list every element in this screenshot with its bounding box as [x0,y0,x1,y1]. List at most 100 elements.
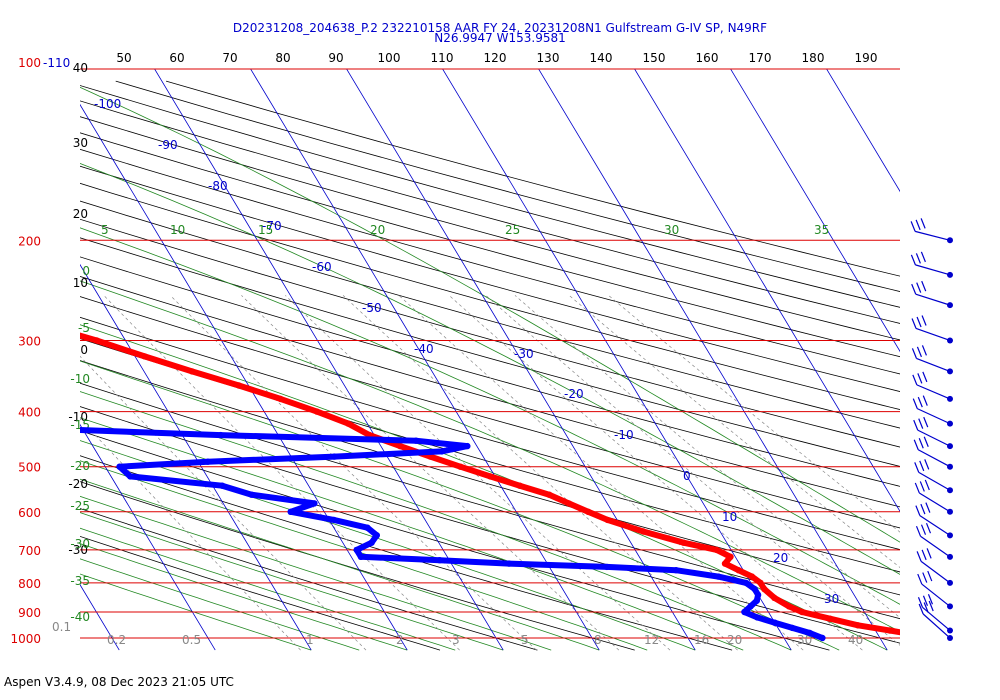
isotherm-line [346,69,696,651]
wind-barb-feather [918,418,924,429]
temperature-profile-point [761,585,768,593]
mixing-ratio-line [342,295,738,651]
wind-barb-feather [925,502,931,513]
wind-barb-feather [923,436,929,447]
wind-barb-shaft [921,583,951,607]
wind-barb-shaft [915,264,951,276]
mixing-ratio-line [448,295,863,651]
temperature-profile-point [886,627,894,634]
mixing-ratio-label: 0.1 [52,620,71,634]
dry-adiabat-line [80,296,900,529]
isobar-label: 800 [18,577,41,591]
top-axis-label: 120 [484,51,507,65]
temperature-profile-point [748,573,756,580]
isotherm-label: -80 [208,179,228,193]
mixing-ratio-label: 5 [521,633,529,647]
dry-adiabat-line [80,237,900,467]
wind-barb-feather [917,597,924,608]
wind-barb-feather [927,594,934,605]
wind-barb-feather [918,438,924,449]
dewpoint-profile-point [771,619,778,626]
dewpoint-profile-point [672,567,680,574]
wind-barb-feather [916,551,922,562]
moist-adiabat-line [80,417,744,651]
dewpoint-profile-point [330,516,338,524]
moist-adiabat-label: 35 [814,223,829,237]
dry-adiabat-line [80,100,900,324]
temperature-profile-point [713,546,720,554]
moist-adiabat-left-label: -20 [70,459,90,473]
top-axis-label: 180 [802,51,825,65]
dewpoint-profile-point [747,603,754,610]
wind-barb-feather [911,318,917,329]
wind-barb-feather [920,503,926,515]
moist-adiabat-left-label: -30 [70,537,90,551]
temperature-profile-point [854,622,862,629]
dry-adiabat-line [80,316,900,551]
dewpoint-profile-point [603,563,611,571]
isobar-label: 600 [18,506,41,520]
top-axis-label: 190 [855,51,878,65]
temperature-profile-point [277,395,284,403]
wind-barb-shaft [915,293,951,306]
dewpoint-profile-point [248,491,255,498]
moist-adiabat-left-label: -40 [70,610,90,624]
top-axis-label: 50 [116,51,131,65]
dry-adiabat-line [80,382,900,620]
temperature-profile-point [798,608,806,616]
wind-barb-shaft [918,471,951,491]
isotherm-label: -100 [94,97,121,111]
mixing-ratio-line [80,418,301,651]
moist-adiabat-line [80,440,696,651]
isotherm-line [154,69,504,651]
wind-barb-feather [919,460,925,472]
moist-adiabat-line [80,495,552,651]
moist-adiabat-left-label: -35 [70,574,90,588]
moist-adiabat-line [80,280,900,633]
wind-barb-feather [926,548,932,559]
top-axis-label: 100 [378,51,401,65]
dewpoint-profile-point [751,585,758,593]
wind-barb-feather [922,371,928,383]
wind-barb-feather [921,345,927,356]
isotherm-label: -20 [564,387,584,401]
left-axis-label: -20 [68,477,88,491]
dewpoint-profile-point [741,608,748,616]
dry-adiabat-line [80,276,900,508]
mixing-ratio-label: 2 [396,633,404,647]
mixing-ratio-label: 12 [644,633,659,647]
left-axis-label: -10 [68,410,88,424]
top-left-isotherm-label: -110 [43,56,70,70]
isobar-label: 500 [18,461,41,475]
mixing-ratio-line [608,295,900,533]
dewpoint-profile-point [819,634,826,642]
dry-adiabat-line [80,148,900,375]
wind-barb-feather [911,283,917,295]
isotherm-line [442,69,792,651]
moist-adiabat-line [80,460,648,651]
moist-adiabat-label: 20 [370,223,385,237]
dry-adiabat-line [80,481,635,651]
isotherm-label: 30 [824,592,839,606]
moist-adiabat-line [80,391,792,651]
isotherm-label: 10 [722,510,737,524]
top-axis-label: 70 [222,51,237,65]
dewpoint-profile-point [217,431,224,439]
wind-barb-feather [915,253,921,264]
wind-barbs [910,218,953,641]
footer-version-timestamp: Aspen V3.4.9, 08 Dec 2023 21:05 UTC [4,675,234,689]
mixing-ratio-line [80,355,367,651]
temperature-profile-point [396,442,404,450]
wind-barb-shaft [917,429,951,447]
temperature-profile-point [735,567,742,574]
top-axis-label: 130 [537,51,560,65]
dewpoint-profile-point [742,579,750,587]
wind-barb-feather [921,549,927,561]
isotherm-line [634,69,900,513]
moist-adiabat-line [80,558,360,651]
moist-adiabat-left-label: 0 [82,264,90,278]
wind-barb-shaft [915,327,951,342]
top-axis-label: 60 [169,51,184,65]
mixing-ratio-line [103,295,460,651]
